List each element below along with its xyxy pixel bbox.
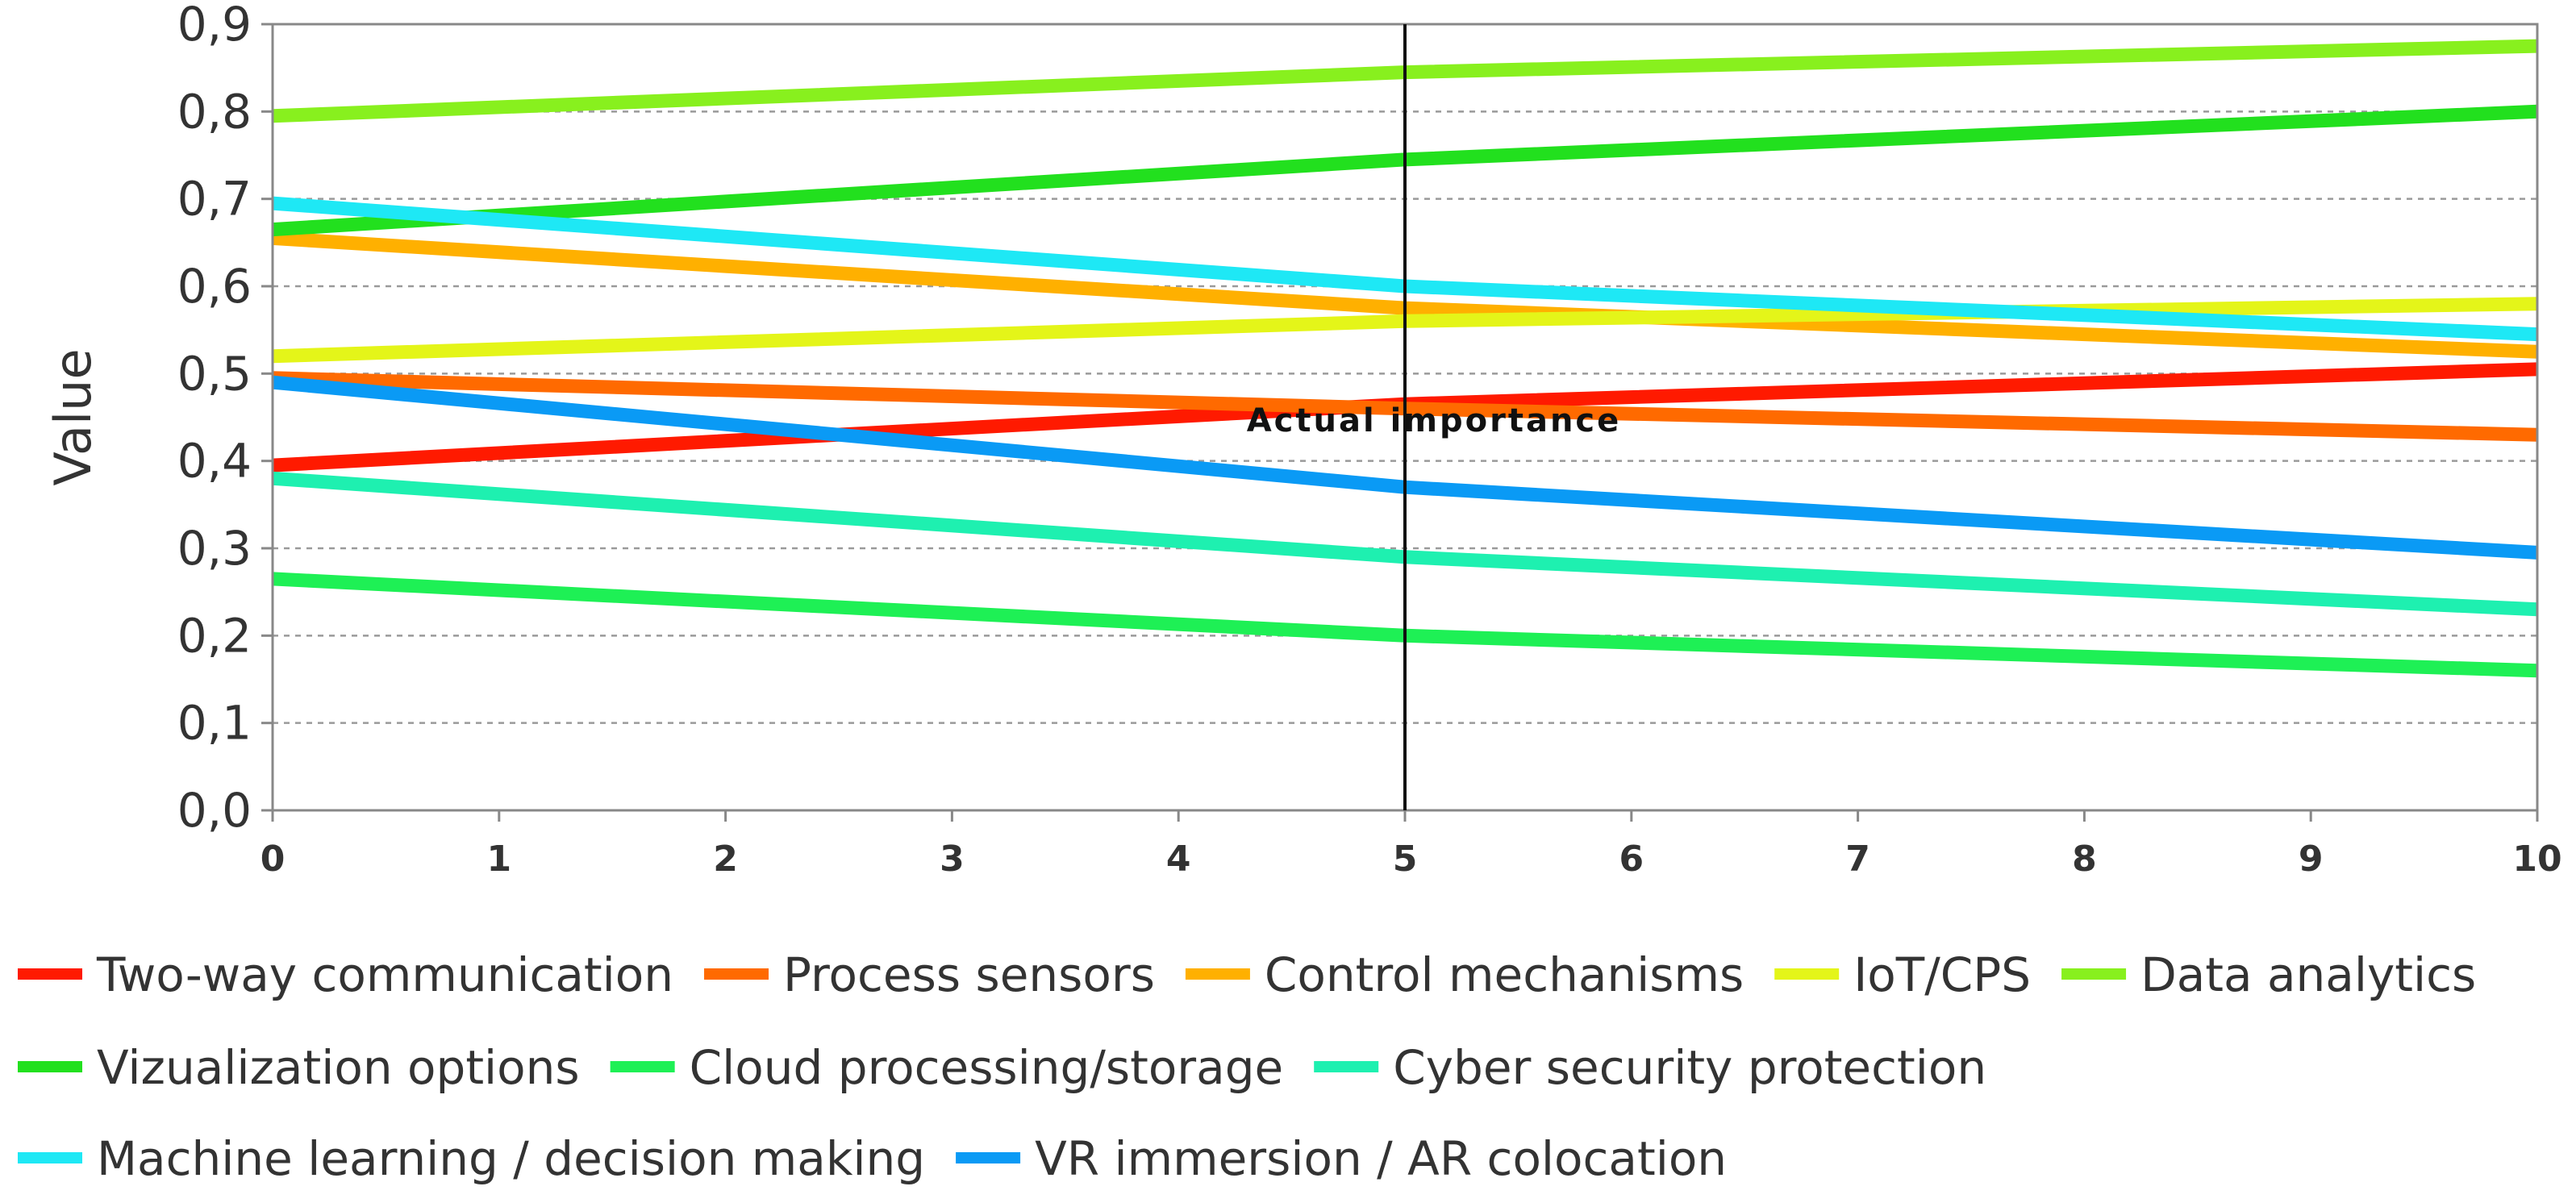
y-tick-label: 0,3 xyxy=(177,521,252,576)
y-tick-label: 0,6 xyxy=(177,259,252,314)
y-axis-label: Value xyxy=(44,348,102,485)
legend: Two-way communication Process sensors Cont… xyxy=(18,947,2476,1186)
y-axis-ticks: 0,0 0,1 0,2 0,3 0,4 0,5 0,6 0,7 0,8 0,9 xyxy=(177,0,273,838)
y-tick-label: 0,5 xyxy=(177,346,252,401)
y-tick-label: 0,8 xyxy=(177,84,252,139)
legend-item: Control mechanisms xyxy=(1185,947,1744,1002)
legend-label: VR immersion / AR colocation xyxy=(1035,1131,1727,1186)
legend-label: IoT/CPS xyxy=(1853,947,2031,1002)
legend-item: Cloud processing/storage xyxy=(610,1040,1284,1095)
legend-label: Cloud processing/storage xyxy=(690,1040,1284,1095)
x-tick-label: 5 xyxy=(1393,839,1418,880)
y-tick-label: 0,7 xyxy=(177,172,252,227)
x-tick-label: 3 xyxy=(940,839,965,880)
legend-label: Machine learning / decision making xyxy=(97,1131,925,1186)
legend-label: Two-way communication xyxy=(96,947,673,1002)
x-tick-label: 2 xyxy=(713,839,738,880)
y-tick-label: 0,4 xyxy=(177,434,252,489)
legend-item: Vizualization options xyxy=(18,1040,580,1095)
legend-item: Process sensors xyxy=(704,947,1155,1002)
y-tick-label: 0,0 xyxy=(177,783,252,838)
legend-label: Vizualization options xyxy=(97,1040,580,1095)
legend-item: IoT/CPS xyxy=(1774,947,2031,1002)
x-tick-label: 4 xyxy=(1166,839,1191,880)
legend-item: Data analytics xyxy=(2061,947,2476,1002)
actual-importance-label: Actual importance xyxy=(1247,402,1622,439)
legend-label: Data analytics xyxy=(2140,947,2476,1002)
y-tick-label: 0,1 xyxy=(177,696,252,751)
y-tick-label: 0,9 xyxy=(177,0,252,52)
legend-item: Cyber security protection xyxy=(1314,1040,1986,1095)
x-tick-label: 1 xyxy=(486,839,511,880)
y-tick-label: 0,2 xyxy=(177,608,252,663)
legend-label: Cyber security protection xyxy=(1393,1040,1986,1095)
x-axis-ticks: 0 1 2 3 4 5 6 7 8 9 10 xyxy=(261,810,2562,880)
legend-label: Control mechanisms xyxy=(1265,947,1744,1002)
legend-label: Process sensors xyxy=(783,947,1155,1002)
x-tick-label: 10 xyxy=(2512,839,2561,880)
legend-item: Machine learning / decision making xyxy=(18,1131,925,1186)
x-tick-label: 9 xyxy=(2299,839,2324,880)
x-tick-label: 0 xyxy=(261,839,286,880)
legend-item: Two-way communication xyxy=(18,947,673,1002)
x-tick-label: 7 xyxy=(1845,839,1870,880)
x-tick-label: 6 xyxy=(1619,839,1644,880)
x-tick-label: 8 xyxy=(2072,839,2097,880)
legend-item: VR immersion / AR colocation xyxy=(956,1131,1727,1186)
